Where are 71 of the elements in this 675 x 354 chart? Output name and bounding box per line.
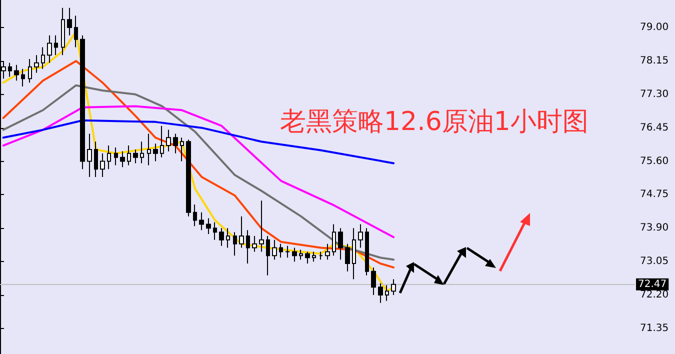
y-tick-label: 77.30 [640,88,669,100]
candlestick [239,216,244,248]
candlestick [180,137,184,162]
candlestick [140,141,144,164]
candlestick [259,200,264,252]
candlestick [186,139,191,217]
candlestick [34,54,39,74]
candlestick [252,236,257,252]
candlestick [233,232,237,256]
candlestick [173,133,178,154]
candlestick [391,278,396,296]
candlestick [365,228,369,276]
candlestick [160,125,164,158]
ref-line-label: 72.47 [638,278,667,290]
y-tick-label: 73.05 [640,256,669,268]
candlestick [206,218,211,235]
candlestick [285,245,290,258]
candlestick [219,228,224,246]
y-tick-label: 71.35 [640,322,669,334]
candlestick [41,46,45,70]
candlestick [338,228,343,260]
candlestick [352,228,356,280]
y-tick-label: 76.45 [640,122,669,134]
y-tick-label: 72.20 [640,290,669,300]
candlestick [312,251,316,262]
candlestick [319,251,323,260]
candlestick [299,249,303,260]
candlestick [246,230,250,264]
candlestick [28,58,32,84]
candlestick [14,64,19,82]
candlestick [345,243,350,272]
y-tick-label: 73.90 [640,222,669,234]
candlestick [166,129,171,152]
candlestick [193,204,197,227]
text: 老黑策略12.6原油1小时图 [280,107,588,137]
candlestick [133,148,138,164]
candlestick [21,68,25,88]
candlestick [74,15,78,48]
candlestick [54,34,58,56]
candlestick [147,133,151,166]
candlestick [332,224,336,256]
candlestick [47,34,52,64]
candlestick [292,247,297,262]
candlestick [80,34,85,170]
candlestick [94,141,98,178]
candlestick [120,150,125,168]
y-tick-label: 78.15 [640,55,669,66]
candlestick [87,133,92,178]
candlestick [325,243,330,260]
candlestick [371,266,376,296]
candlestick [114,147,118,166]
y-tick-label: 75.60 [640,156,669,167]
y-tick-label: 74.75 [640,189,669,200]
candlestick [279,243,283,258]
candlestick [127,145,131,166]
candlestick [199,212,204,231]
candlestick [107,145,111,170]
candlestick [305,251,310,264]
candlestick [8,62,12,78]
candlestick [213,222,217,240]
candlestick [266,236,270,276]
candlestick [100,152,105,178]
candlestick [272,239,277,260]
candlestick [226,228,230,248]
candlestick [153,143,158,162]
y-tick-label: 79.00 [640,22,669,34]
candlestick [358,224,363,248]
candlestick [385,284,389,302]
candlestick [67,7,72,36]
candlestick [61,7,65,56]
candlestick [378,282,383,304]
